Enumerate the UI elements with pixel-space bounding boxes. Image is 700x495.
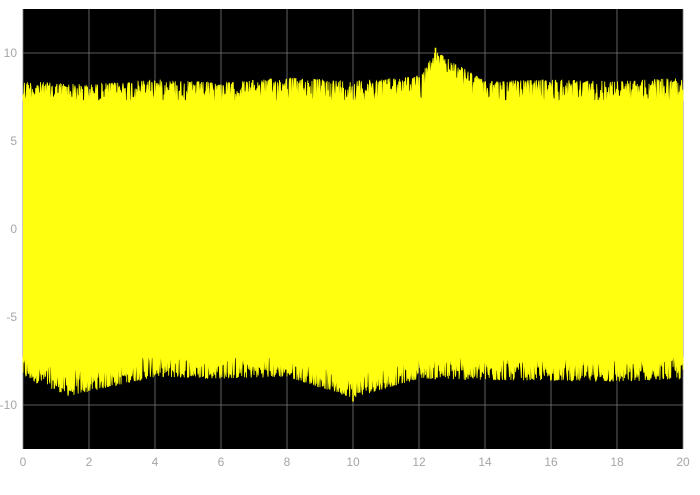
signal-upper-envelope: [22, 52, 684, 112]
y-tick-label: -10: [0, 398, 17, 412]
signal-series: [22, 47, 684, 402]
y-tick-label: 5: [10, 134, 17, 148]
x-tick-label: 0: [20, 455, 27, 469]
x-tick-label: 16: [544, 455, 558, 469]
y-tick-labels: -10 -5 0 5 10: [0, 46, 17, 412]
x-tick-label: 18: [610, 455, 624, 469]
y-tick-label: -5: [6, 310, 17, 324]
x-tick-label: 4: [152, 455, 159, 469]
x-tick-label: 14: [478, 455, 492, 469]
x-tick-label: 12: [412, 455, 426, 469]
y-tick-label: 0: [10, 222, 17, 236]
x-tick-label: 6: [218, 455, 225, 469]
y-tick-label: 10: [4, 46, 18, 60]
x-tick-label: 20: [676, 455, 690, 469]
x-tick-label: 2: [86, 455, 93, 469]
x-tick-label: 10: [346, 455, 360, 469]
x-tick-label: 8: [284, 455, 291, 469]
x-tick-labels: 0 2 4 6 8 10 12 14 16 18 20: [20, 455, 690, 469]
